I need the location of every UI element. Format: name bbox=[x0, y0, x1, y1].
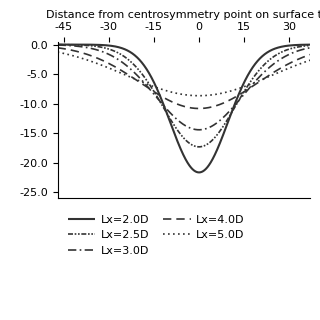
Lx=2.0D bbox=[255, 60, 259, 64]
Lx=3.0D bbox=[301, 47, 305, 51]
Lx=2.5D bbox=[56, 43, 60, 46]
Line: Lx=3.0D: Lx=3.0D bbox=[58, 45, 310, 130]
Lx=2.5D bbox=[301, 44, 305, 48]
Lx=4.0D bbox=[255, 82, 259, 85]
Lx=5.0D bbox=[301, 61, 305, 65]
Lx=5.0D bbox=[179, 92, 182, 96]
Legend: Lx=2.0D, Lx=2.5D, Lx=3.0D, Lx=4.0D, Lx=5.0D: Lx=2.0D, Lx=2.5D, Lx=3.0D, Lx=4.0D, Lx=5… bbox=[63, 210, 249, 260]
Lx=4.0D bbox=[301, 55, 305, 59]
Lx=2.0D bbox=[68, 43, 72, 46]
Lx=3.0D bbox=[197, 128, 201, 132]
Lx=3.0D bbox=[255, 78, 259, 82]
Lx=4.0D bbox=[56, 46, 60, 50]
Line: Lx=4.0D: Lx=4.0D bbox=[58, 48, 310, 108]
Lx=4.0D bbox=[308, 52, 312, 56]
Lx=2.0D bbox=[301, 43, 305, 47]
X-axis label: Distance from centrosymmetry point on surface t: Distance from centrosymmetry point on su… bbox=[46, 10, 320, 20]
Lx=5.0D bbox=[255, 80, 259, 84]
Lx=5.0D bbox=[308, 58, 312, 62]
Lx=2.0D bbox=[172, 130, 176, 134]
Lx=4.0D bbox=[197, 107, 201, 110]
Lx=3.0D bbox=[56, 43, 60, 47]
Lx=4.0D bbox=[68, 48, 72, 52]
Lx=2.0D bbox=[197, 171, 201, 174]
Lx=3.0D bbox=[308, 46, 312, 50]
Lx=3.0D bbox=[179, 120, 182, 124]
Lx=2.0D bbox=[56, 43, 60, 46]
Lx=2.0D bbox=[308, 43, 312, 46]
Lx=2.5D bbox=[172, 123, 176, 127]
Lx=2.5D bbox=[68, 43, 72, 47]
Lx=2.0D bbox=[301, 43, 305, 47]
Line: Lx=2.0D: Lx=2.0D bbox=[58, 44, 310, 172]
Lx=2.5D bbox=[197, 145, 201, 149]
Lx=5.0D bbox=[56, 50, 60, 54]
Line: Lx=2.5D: Lx=2.5D bbox=[58, 44, 310, 147]
Lx=4.0D bbox=[301, 55, 305, 59]
Lx=2.5D bbox=[308, 44, 312, 47]
Lx=2.5D bbox=[301, 44, 305, 48]
Lx=3.0D bbox=[68, 44, 72, 48]
Lx=2.5D bbox=[255, 71, 259, 75]
Lx=5.0D bbox=[172, 91, 176, 95]
Lx=3.0D bbox=[301, 47, 305, 51]
Lx=4.0D bbox=[179, 103, 182, 107]
Lx=5.0D bbox=[68, 53, 72, 57]
Lx=5.0D bbox=[301, 61, 305, 65]
Lx=3.0D bbox=[172, 115, 176, 118]
Lx=5.0D bbox=[197, 94, 201, 98]
Lx=2.0D bbox=[179, 147, 182, 151]
Lx=4.0D bbox=[172, 101, 176, 105]
Line: Lx=5.0D: Lx=5.0D bbox=[58, 52, 310, 96]
Lx=2.5D bbox=[179, 132, 182, 136]
